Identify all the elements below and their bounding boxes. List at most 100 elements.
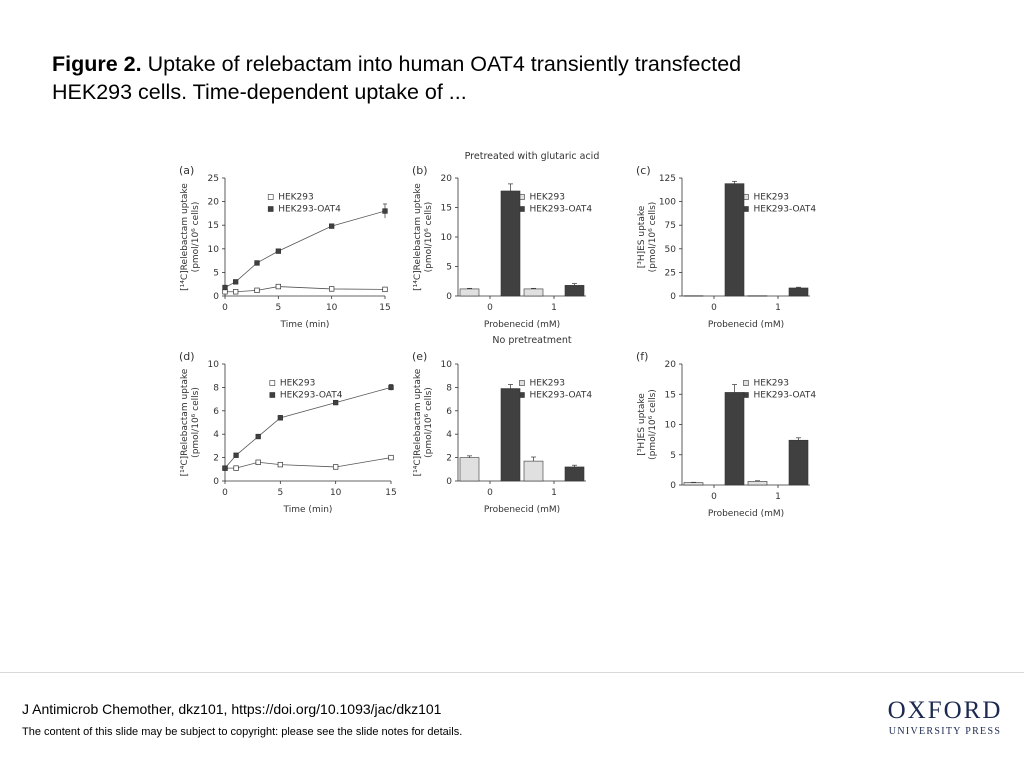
data-point xyxy=(277,461,283,468)
x-tick-label: 5 xyxy=(275,303,281,313)
bar xyxy=(788,439,809,486)
series-line xyxy=(224,210,386,288)
data-point xyxy=(254,287,260,293)
figure-svg: Pretreated with glutaric acid No pretreat… xyxy=(179,151,816,519)
y-axis-unit-label: (pmol/10⁶ cells) xyxy=(648,202,658,273)
y-axis-label: [¹⁴C]Relebactam uptake xyxy=(413,368,423,476)
y-tick-label: 6 xyxy=(446,407,452,417)
legend-entry: HEK293-OAT4 xyxy=(529,205,592,215)
data-point xyxy=(233,279,239,285)
x-tick-label: 0 xyxy=(222,488,228,498)
bar xyxy=(500,190,521,297)
data-point xyxy=(222,284,228,291)
bar xyxy=(500,388,521,482)
slide-title: Figure 2. Uptake of relebactam into huma… xyxy=(52,50,752,106)
publisher-logo: OXFORD UNIVERSITY PRESS xyxy=(880,698,1010,738)
data-point xyxy=(388,384,394,391)
y-tick-label: 10 xyxy=(441,360,453,370)
y-axis-unit-label: (pmol/10⁶ cells) xyxy=(191,202,201,273)
y-tick-label: 0 xyxy=(670,481,676,491)
data-point xyxy=(329,223,335,229)
y-axis-label: [¹⁴C]Relebactam uptake xyxy=(180,368,190,476)
legend-entry: HEK293-OAT4 xyxy=(753,205,816,215)
copyright-notice: The content of this slide may be subject… xyxy=(22,726,463,738)
y-tick-label: 20 xyxy=(665,360,677,370)
legend-entry: HEK293-OAT4 xyxy=(280,391,343,401)
y-tick-label: 5 xyxy=(213,268,219,278)
y-tick-label: 25 xyxy=(665,268,676,278)
y-tick-label: 2 xyxy=(213,454,219,464)
y-tick-label: 100 xyxy=(659,198,676,208)
y-tick-label: 10 xyxy=(441,233,453,243)
data-point xyxy=(233,452,239,458)
y-axis-unit-label: (pmol/10⁶ cells) xyxy=(191,387,201,458)
x-tick-label: 1 xyxy=(775,303,781,313)
data-point xyxy=(275,283,281,290)
y-tick-label: 2 xyxy=(446,454,452,464)
bar xyxy=(788,287,809,297)
y-tick-label: 4 xyxy=(213,430,219,440)
data-point xyxy=(233,465,239,471)
y-tick-label: 5 xyxy=(670,451,676,461)
bar xyxy=(724,392,745,486)
data-point xyxy=(255,433,261,440)
x-tick-label: 1 xyxy=(551,488,557,498)
bar xyxy=(523,460,544,482)
series-line xyxy=(225,457,392,469)
panel-label: (c) xyxy=(636,164,651,177)
bar xyxy=(747,481,768,486)
data-point xyxy=(333,464,339,470)
data-point xyxy=(222,465,228,471)
figure-caption: Uptake of relebactam into human OAT4 tra… xyxy=(52,52,742,104)
y-tick-label: 15 xyxy=(441,204,452,214)
y-tick-label: 5 xyxy=(446,263,452,273)
x-tick-label: 0 xyxy=(222,303,228,313)
legend-entry: HEK293 xyxy=(278,193,314,203)
bar xyxy=(747,295,768,297)
legend-swatch xyxy=(269,380,276,386)
data-point xyxy=(329,286,335,292)
bar xyxy=(683,482,704,486)
x-tick-label: 0 xyxy=(487,488,493,498)
bar xyxy=(564,285,585,297)
y-axis-label: [³H]ES uptake xyxy=(637,205,647,268)
chart-panel-c: (c) 0 25 50 75 100 125 [³H]ES uptake (pmol/10⁶ c… xyxy=(636,164,816,330)
legend-entry: HEK293 xyxy=(529,379,565,389)
y-tick-label: 0 xyxy=(446,292,452,302)
legend-entry: HEK293 xyxy=(753,193,789,203)
x-tick-label: 1 xyxy=(775,492,781,502)
x-tick-label: 0 xyxy=(711,303,717,313)
bar xyxy=(724,183,745,297)
legend-entry: HEK293 xyxy=(280,379,316,389)
legend-entry: HEK293-OAT4 xyxy=(529,391,592,401)
bar xyxy=(459,288,480,297)
x-axis-label: Probenecid (mM) xyxy=(708,320,784,330)
x-tick-label: 10 xyxy=(326,303,338,313)
figure-panel-grid: Pretreated with glutaric acid No pretreat… xyxy=(170,135,870,525)
y-tick-label: 4 xyxy=(446,430,452,440)
data-point xyxy=(277,415,283,421)
y-tick-label: 15 xyxy=(208,221,219,231)
data-point xyxy=(233,289,239,295)
bar xyxy=(564,466,585,482)
panel-label: (f) xyxy=(636,350,648,363)
data-point xyxy=(382,208,388,214)
chart-panel-a: (a) 0 5 10 15 20 25 [¹⁴C]Relebactam uptake (pmol… xyxy=(179,164,391,330)
y-tick-label: 125 xyxy=(659,174,676,184)
panel-label: (d) xyxy=(179,350,195,363)
y-tick-label: 6 xyxy=(213,407,219,417)
data-point xyxy=(333,399,339,406)
y-tick-label: 25 xyxy=(208,174,219,184)
x-tick-label: 0 xyxy=(711,492,717,502)
y-tick-label: 15 xyxy=(665,390,676,400)
bar xyxy=(683,295,704,297)
y-tick-label: 8 xyxy=(213,383,219,393)
x-tick-label: 5 xyxy=(277,488,283,498)
legend-entry: HEK293 xyxy=(529,193,565,203)
y-axis-label: [¹⁴C]Relebactam uptake xyxy=(413,183,423,291)
legend-entry: HEK293 xyxy=(753,379,789,389)
y-tick-label: 20 xyxy=(208,198,220,208)
y-axis-unit-label: (pmol/10⁶ cells) xyxy=(648,389,658,460)
